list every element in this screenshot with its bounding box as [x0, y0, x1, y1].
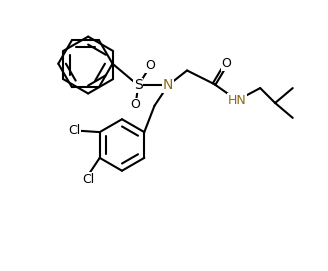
- Text: S: S: [134, 78, 143, 92]
- Text: O: O: [131, 98, 140, 111]
- Text: N: N: [163, 78, 173, 92]
- Text: O: O: [146, 59, 155, 72]
- Text: Cl: Cl: [68, 124, 81, 137]
- Text: O: O: [221, 57, 231, 70]
- Text: Cl: Cl: [83, 173, 95, 186]
- Text: HN: HN: [228, 94, 247, 107]
